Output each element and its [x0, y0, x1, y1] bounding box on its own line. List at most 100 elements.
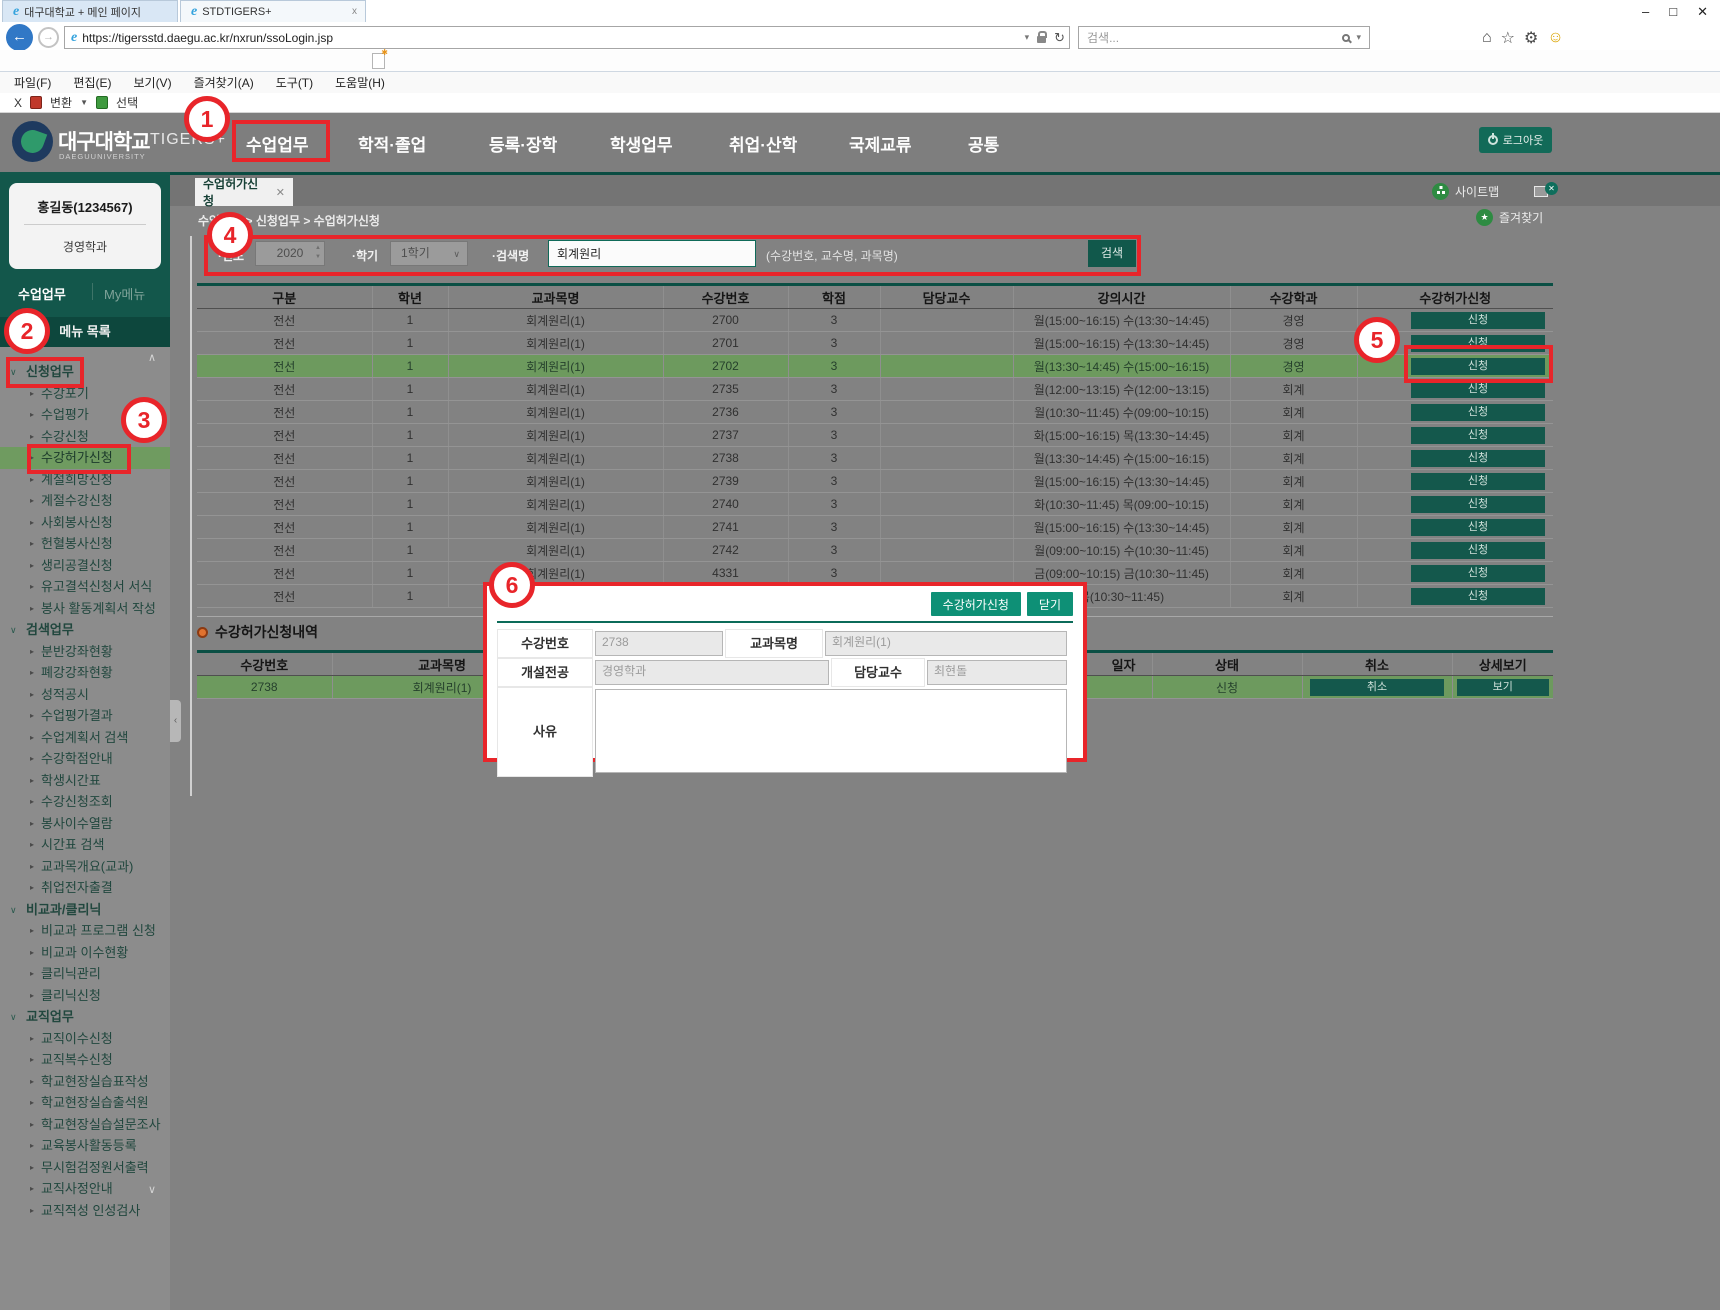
appnav-item-4[interactable]: 학생업무 [610, 136, 673, 155]
sidebar-item[interactable]: ▸ 성적공시 [0, 684, 170, 706]
sidebar-item[interactable]: ▸ 수업계획서 검색 [0, 727, 170, 749]
appnav-item-2[interactable]: 학적·졸업 [358, 136, 427, 155]
appnav-item-7[interactable]: 공통 [968, 136, 1000, 155]
apply-button[interactable]: 신청 [1411, 449, 1545, 467]
smiley-feedback-icon[interactable]: ☺ [1547, 29, 1564, 46]
browser-menu-item[interactable]: 파일(F) [14, 76, 52, 90]
new-tab-button[interactable] [372, 48, 388, 69]
logout-button[interactable]: 로그아웃 [1479, 127, 1552, 153]
professor-field[interactable]: 최현돌 [927, 660, 1067, 685]
table-row[interactable]: 전선 1 회계원리(1) 2738 3 월(13:30~14:45) 수(15:00~16… [197, 446, 1553, 470]
course-number-field[interactable]: 2738 [595, 631, 723, 656]
sidebar-item[interactable]: ▸ 교직복수신청 [0, 1049, 170, 1071]
sidebar-item[interactable]: ▸ 수업평가결과 [0, 705, 170, 727]
sidebar-item[interactable]: ▸ 학생시간표 [0, 770, 170, 792]
sidebar-item[interactable]: ▸ 사회봉사신청 [0, 512, 170, 534]
sidebar-item[interactable]: ▸ 교과목개요(교과) [0, 856, 170, 878]
sidebar-group[interactable]: ∨ 비교과/클리닉 [0, 899, 170, 921]
cancel-button[interactable]: 취소 [1310, 678, 1444, 696]
sidebar-item[interactable]: ▸ 계절수강신청 [0, 490, 170, 512]
sidebar-item[interactable]: ▸ 클리닉관리 [0, 963, 170, 985]
table-row[interactable]: 전선 1 회계원리(1) 2741 3 월(15:00~16:15) 수(13:30~14… [197, 515, 1553, 539]
url-dropdown-icon[interactable]: ▾ [1024, 32, 1030, 42]
apply-button[interactable]: 신청 [1411, 518, 1545, 536]
browser-menu-item[interactable]: 도움말(H) [335, 76, 385, 90]
browser-forward-button[interactable]: → [38, 27, 59, 48]
keyword-input[interactable] [548, 240, 756, 267]
sidebar-item[interactable]: ▸ 봉사 활동계획서 작성 [0, 598, 170, 620]
table-row[interactable]: 전선 1 회계원리(1) 2739 3 월(15:00~16:15) 수(13:30~14… [197, 469, 1553, 493]
apply-button[interactable]: 신청 [1411, 426, 1545, 444]
browser-tab-main-page[interactable]: e 대구대학교 + 메인 페이지 [2, 0, 178, 22]
browser-search-box[interactable]: 검색... ▾ [1078, 26, 1370, 49]
sidebar-item[interactable]: ▸ 수강허가신청 [0, 447, 170, 469]
sidebar-item[interactable]: ▸ 수업평가 [0, 404, 170, 426]
table-row[interactable]: 전선 1 회계원리(1) 2700 3 월(15:00~16:15) 수(13:30~14… [197, 308, 1553, 332]
add-favorite-button[interactable]: ★ 즐겨찾기 [1476, 209, 1543, 226]
sidebar-tab-course-work[interactable]: 수업업무 [18, 287, 66, 302]
search-button[interactable]: 검색 [1088, 240, 1136, 267]
sidebar-item[interactable]: ▸ 취업전자출결 [0, 877, 170, 899]
sidebar-item[interactable]: ▸ 분반강좌현황 [0, 641, 170, 663]
sidebar-item[interactable]: ▸ 수강포기 [0, 383, 170, 405]
sitemap-button[interactable]: 사이트맵 [1432, 183, 1499, 200]
window-minimize-button[interactable]: – [1642, 4, 1650, 19]
sidebar-item[interactable]: ▸ 수강신청 [0, 426, 170, 448]
content-tab-permission[interactable]: 수업허가신청 ✕ [195, 177, 293, 208]
major-field[interactable]: 경영학과 [595, 660, 829, 685]
sidebar-item[interactable]: ▸ 학교현장실습표작성 [0, 1071, 170, 1093]
sidebar-item[interactable]: ▸ 무시험검정원서출력 [0, 1157, 170, 1179]
semester-select[interactable]: 1학기 ∨ [390, 241, 468, 266]
table-row[interactable]: 전선 1 회계원리(1) 2737 3 화(15:00~16:15) 목(13:30~14… [197, 423, 1553, 447]
apply-button[interactable]: 신청 [1411, 472, 1545, 490]
apply-button[interactable]: 신청 [1411, 495, 1545, 513]
close-all-tabs-icon[interactable]: ✕ [1534, 182, 1558, 200]
sidebar-item[interactable]: ▸ 계절희망신청 [0, 469, 170, 491]
toolbar-close-button[interactable]: X [14, 95, 23, 110]
reason-textarea[interactable] [595, 689, 1067, 773]
sidebar-item[interactable]: ▸ 비교과 프로그램 신청 [0, 920, 170, 942]
sidebar-item[interactable]: ▸ 폐강강좌현황 [0, 662, 170, 684]
table-row[interactable]: 전선 1 회계원리(1) 2702 3 월(13:30~14:45) 수(15:00~16… [197, 354, 1553, 378]
sidebar-tab-my-menu[interactable]: My메뉴 [104, 287, 146, 302]
table-row[interactable]: 전선 1 회계원리(1) 2736 3 월(10:30~11:45) 수(09:00~10… [197, 400, 1553, 424]
sidebar-item[interactable]: ▸ 헌혈봉사신청 [0, 533, 170, 555]
apply-button[interactable]: 신청 [1411, 357, 1545, 375]
browser-menu-item[interactable]: 즐겨찾기(A) [193, 76, 254, 90]
sidebar-item[interactable]: ▸ 시간표 검색 [0, 834, 170, 856]
tab-close-icon[interactable]: x [352, 6, 357, 17]
modal-close-button[interactable]: 닫기 [1026, 592, 1073, 616]
search-dropdown-icon[interactable]: ▾ [1356, 32, 1361, 42]
sidebar-item[interactable]: ▸ 클리닉신청 [0, 985, 170, 1007]
sidebar-item[interactable]: ▸ 수강학점안내 [0, 748, 170, 770]
browser-back-button[interactable]: ← [6, 24, 33, 51]
detail-button[interactable]: 보기 [1456, 678, 1549, 696]
convert-button[interactable]: 변환 [50, 96, 73, 110]
table-row[interactable]: 전선 1 회계원리(1) 4331 3 금(09:00~10:15) 금(10:30~11… [197, 561, 1553, 585]
spinner-up-icon[interactable]: ▲ [315, 245, 321, 251]
sidebar-item[interactable]: ▸ 생리공결신청 [0, 555, 170, 577]
apply-button[interactable]: 신청 [1411, 587, 1545, 605]
apply-button[interactable]: 신청 [1411, 564, 1545, 582]
appnav-item-3[interactable]: 등록·장학 [489, 136, 558, 155]
tab-close-icon[interactable]: ✕ [275, 186, 285, 199]
convert-dropdown-icon[interactable]: ▼ [80, 98, 89, 107]
appnav-item-6[interactable]: 국제교류 [849, 136, 912, 155]
table-row[interactable]: 전선 1 회계원리(1) 2740 3 화(10:30~11:45) 목(09:00~10… [197, 492, 1553, 516]
sidebar-collapse-handle[interactable]: ‹ [170, 700, 181, 742]
sidebar-item[interactable]: ▸ 봉사이수열람 [0, 813, 170, 835]
table-row[interactable]: 전선 1 회계원리(1) 2701 3 월(15:00~16:15) 수(13:30~14… [197, 331, 1553, 355]
favorites-star-icon[interactable]: ☆ [1500, 30, 1516, 47]
appnav-item-5[interactable]: 취업·산학 [729, 136, 798, 155]
browser-menu-item[interactable]: 보기(V) [133, 76, 172, 90]
refresh-icon[interactable]: ↻ [1054, 29, 1065, 45]
apply-button[interactable]: 신청 [1411, 541, 1545, 559]
browser-address-bar[interactable]: e https://tigersstd.daegu.ac.kr/nxrun/ss… [64, 26, 1070, 49]
window-close-button[interactable]: ✕ [1697, 4, 1708, 19]
sidebar-item[interactable]: ▸ 교육봉사활동등록 [0, 1135, 170, 1157]
window-maximize-button[interactable]: □ [1669, 4, 1678, 19]
sidebar-item[interactable]: ▸ 유고결석신청서 서식 [0, 576, 170, 598]
sidebar-item[interactable]: ▸ 비교과 이수현황 [0, 942, 170, 964]
sidebar-group[interactable]: ∨ 검색업무 [0, 619, 170, 641]
home-icon[interactable]: ⌂ [1482, 29, 1492, 46]
